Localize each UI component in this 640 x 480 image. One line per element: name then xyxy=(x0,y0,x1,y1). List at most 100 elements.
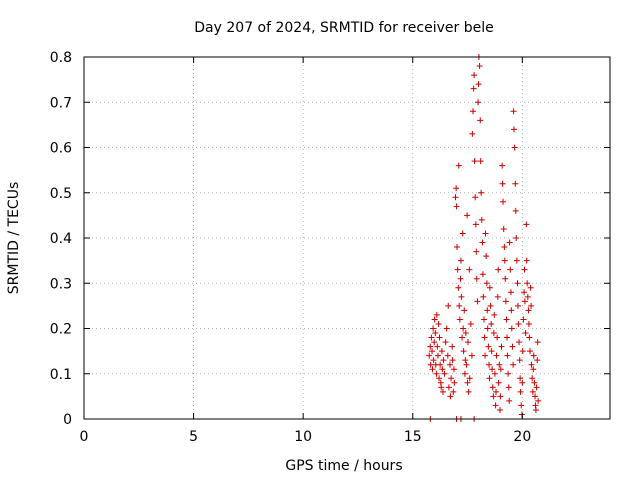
data-point xyxy=(429,366,436,373)
data-point xyxy=(445,384,452,391)
data-point xyxy=(527,348,534,355)
data-point xyxy=(468,352,475,359)
data-point xyxy=(431,339,438,346)
data-point xyxy=(450,388,457,395)
data-point xyxy=(475,81,482,88)
data-point xyxy=(433,370,440,377)
data-point xyxy=(460,325,467,332)
data-point xyxy=(479,271,486,278)
data-point xyxy=(516,339,523,346)
data-point xyxy=(438,348,445,355)
data-point xyxy=(509,343,516,350)
data-point xyxy=(486,284,493,291)
data-point xyxy=(501,244,508,251)
data-point xyxy=(499,162,506,169)
data-point xyxy=(432,330,439,337)
data-point xyxy=(427,343,434,350)
data-point xyxy=(462,330,469,337)
data-point xyxy=(447,361,454,368)
data-point xyxy=(484,325,491,332)
data-point xyxy=(491,370,498,377)
data-point xyxy=(459,230,466,237)
data-point xyxy=(503,316,510,323)
data-point xyxy=(434,343,441,350)
data-point xyxy=(476,63,483,70)
data-point xyxy=(464,379,471,386)
y-tick-label: 0 xyxy=(63,412,72,428)
data-point xyxy=(466,375,473,382)
data-point xyxy=(439,388,446,395)
data-point xyxy=(434,352,441,359)
data-point xyxy=(457,275,464,282)
data-point xyxy=(444,352,451,359)
data-point xyxy=(501,257,508,264)
data-point xyxy=(529,375,536,382)
data-points xyxy=(426,54,542,422)
plot-frame xyxy=(83,56,611,420)
data-point xyxy=(465,388,472,395)
data-point xyxy=(458,293,465,300)
data-point xyxy=(445,302,452,309)
data-point xyxy=(438,384,445,391)
x-tick-label: 10 xyxy=(294,429,312,445)
data-point xyxy=(508,307,515,314)
data-point xyxy=(535,397,542,404)
data-point xyxy=(478,189,485,196)
data-point xyxy=(505,370,512,377)
data-point xyxy=(436,334,443,341)
data-point xyxy=(437,361,444,368)
data-point xyxy=(480,293,487,300)
data-point xyxy=(470,85,477,92)
data-point xyxy=(500,225,507,232)
data-point xyxy=(505,384,512,391)
data-point xyxy=(502,275,509,282)
data-point xyxy=(493,388,500,395)
data-point xyxy=(498,343,505,350)
data-point xyxy=(483,280,490,287)
data-point xyxy=(480,316,487,323)
y-axis-title: SRMTID / TECUs xyxy=(6,182,22,295)
y-tick-label: 0.2 xyxy=(50,322,72,338)
data-point xyxy=(482,230,489,237)
data-point xyxy=(522,330,529,337)
data-point xyxy=(512,180,519,187)
data-point xyxy=(473,275,480,282)
data-point xyxy=(512,207,519,214)
data-point xyxy=(532,406,539,413)
data-point xyxy=(518,402,525,409)
data-point xyxy=(517,375,524,382)
data-point xyxy=(493,352,500,359)
data-point xyxy=(510,361,517,368)
data-point xyxy=(449,343,456,350)
data-point xyxy=(471,72,478,79)
data-point xyxy=(506,397,513,404)
data-point xyxy=(457,257,464,264)
data-point xyxy=(431,316,438,323)
data-point xyxy=(456,316,463,323)
data-point xyxy=(481,334,488,341)
data-point xyxy=(520,316,527,323)
data-point xyxy=(464,212,471,219)
data-point xyxy=(490,330,497,337)
data-point xyxy=(528,361,535,368)
data-point xyxy=(472,194,479,201)
data-point xyxy=(502,298,509,305)
data-point xyxy=(440,357,447,364)
data-point xyxy=(482,352,489,359)
data-point xyxy=(531,379,538,386)
data-point xyxy=(453,185,460,192)
data-point xyxy=(459,334,466,341)
data-point xyxy=(474,298,481,305)
data-point xyxy=(443,325,450,332)
data-point xyxy=(449,357,456,364)
data-point xyxy=(463,361,470,368)
y-tick-label: 0.3 xyxy=(50,276,72,292)
data-point xyxy=(524,293,531,300)
data-point xyxy=(507,266,514,273)
data-point xyxy=(497,366,504,373)
data-point xyxy=(430,357,437,364)
data-point xyxy=(490,393,497,400)
data-point xyxy=(447,393,454,400)
data-point xyxy=(524,280,531,287)
